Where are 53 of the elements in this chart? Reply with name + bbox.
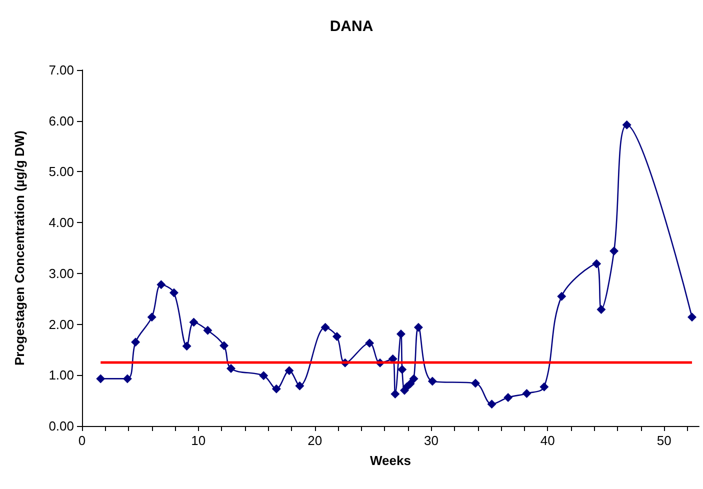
x-tick-label: 40 bbox=[540, 433, 555, 448]
x-tick-label: 30 bbox=[424, 433, 438, 448]
x-axis-title: Weeks bbox=[370, 453, 411, 468]
x-tick-label: 10 bbox=[191, 433, 206, 448]
y-tick-label: 2.00 bbox=[48, 316, 74, 332]
point bbox=[122, 374, 132, 384]
point bbox=[540, 382, 549, 392]
y-tick-label: 3.00 bbox=[48, 266, 74, 281]
point bbox=[169, 288, 178, 298]
point bbox=[295, 381, 304, 390]
y-axis-title: Progestagen Concentration (µg/g DW) bbox=[12, 130, 27, 366]
y-tick-label: 1.00 bbox=[48, 368, 74, 383]
x-tick-label: 50 bbox=[656, 433, 672, 448]
point bbox=[156, 280, 166, 290]
point bbox=[487, 400, 496, 409]
point bbox=[182, 342, 192, 351]
point bbox=[557, 292, 566, 301]
y-tick-label: 7.00 bbox=[48, 62, 74, 78]
point bbox=[504, 393, 513, 402]
chart-title: DANA bbox=[330, 18, 374, 35]
point bbox=[592, 259, 602, 268]
point bbox=[332, 332, 342, 341]
point bbox=[320, 322, 330, 332]
y-tick-label: 4.00 bbox=[48, 215, 74, 230]
y-tick-label: 0.00 bbox=[48, 418, 74, 434]
point bbox=[189, 318, 198, 327]
point bbox=[409, 374, 418, 384]
point bbox=[688, 312, 697, 322]
point bbox=[365, 338, 374, 348]
point bbox=[272, 384, 281, 394]
point bbox=[396, 329, 406, 338]
point bbox=[390, 389, 400, 398]
y-tick-label: 6.00 bbox=[48, 113, 74, 128]
point bbox=[284, 366, 294, 376]
point bbox=[398, 365, 407, 374]
point bbox=[147, 312, 156, 322]
point bbox=[226, 364, 236, 374]
point bbox=[428, 376, 437, 386]
point bbox=[406, 379, 415, 388]
point bbox=[203, 326, 212, 335]
point bbox=[96, 374, 106, 384]
point bbox=[596, 305, 606, 314]
point bbox=[622, 120, 632, 130]
x-tick-label: 0 bbox=[78, 433, 86, 448]
point bbox=[610, 246, 619, 256]
point bbox=[470, 378, 480, 388]
point bbox=[414, 322, 423, 332]
point bbox=[259, 371, 268, 380]
point bbox=[522, 388, 532, 398]
x-tick-label: 20 bbox=[308, 433, 322, 448]
y-tick-label: 5.00 bbox=[48, 164, 74, 180]
point bbox=[220, 341, 229, 350]
point bbox=[131, 338, 140, 347]
